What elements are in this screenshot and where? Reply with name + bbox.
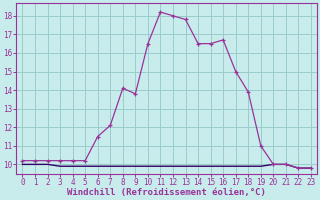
X-axis label: Windchill (Refroidissement éolien,°C): Windchill (Refroidissement éolien,°C): [67, 188, 266, 197]
